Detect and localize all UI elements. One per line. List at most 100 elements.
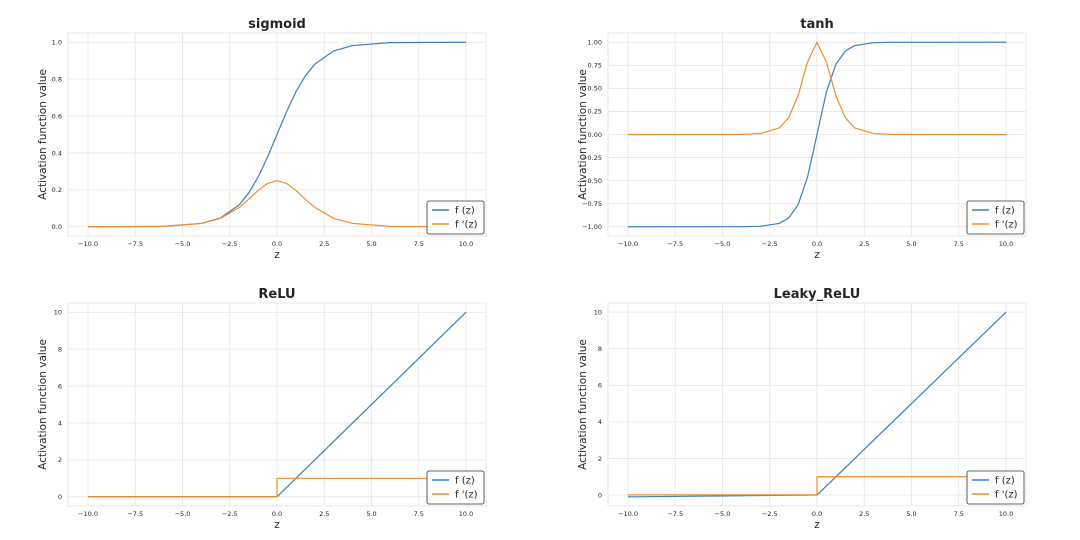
chart-panel: −10.0 −7.5 −5.0 −2.5 0.0 2.5 5.0 7.5 10.0 −1.00 −0… [577, 17, 1027, 261]
x-tick-label: 10.0 [999, 240, 1013, 248]
chart-title: ReLU [258, 287, 295, 302]
y-tick-label: 6 [58, 382, 62, 390]
y-tick-label: 8 [58, 345, 62, 353]
legend-entry: f '(z) [455, 490, 478, 501]
chart-title: sigmoid [248, 17, 306, 32]
y-axis-label: Activation function value [37, 339, 49, 470]
series-line-fprime [87, 180, 467, 228]
y-tick-label: 0.6 [52, 112, 62, 120]
legend-entry: f (z) [995, 476, 1015, 487]
y-tick-label: 0 [598, 491, 602, 499]
x-tick-label: 10.0 [459, 510, 473, 518]
x-tick-label: −5.0 [715, 510, 731, 518]
y-tick-label: 0.4 [52, 149, 62, 157]
y-tick-label: 10 [54, 309, 62, 317]
x-tick-label: 5.0 [906, 240, 916, 248]
legend-entry: f (z) [995, 206, 1015, 217]
y-tick-label: −1.00 [582, 223, 602, 231]
x-tick-label: 0.0 [812, 240, 822, 248]
y-tick-label: 0.25 [588, 108, 602, 116]
y-axis-label: Activation function value [577, 339, 589, 470]
x-tick-label: 10.0 [459, 240, 473, 248]
chart-panel: −10.0 −7.5 −5.0 −2.5 0.0 2.5 5.0 7.5 10.0 0 2 4 6 8 10… [577, 287, 1027, 531]
y-tick-label: 2 [598, 455, 602, 463]
legend: f (z) f '(z) [426, 470, 485, 505]
x-tick-label: −7.5 [667, 240, 683, 248]
y-axis-label: Activation function value [37, 69, 49, 200]
x-tick-label: 7.5 [954, 240, 964, 248]
legend: f (z) f '(z) [426, 200, 485, 235]
y-tick-label: 8 [598, 345, 602, 353]
y-tick-label: 10 [594, 308, 602, 316]
x-tick-label: 7.5 [414, 510, 424, 518]
legend-box [966, 200, 1025, 235]
x-tick-label: −10.0 [618, 240, 638, 248]
x-tick-label: 2.5 [859, 240, 869, 248]
x-tick-label: −10.0 [78, 240, 98, 248]
y-tick-label: −0.75 [582, 200, 602, 208]
legend-entry: f (z) [455, 206, 475, 217]
y-tick-label: 0.0 [52, 223, 62, 231]
x-tick-label: −5.0 [715, 240, 731, 248]
y-axis-label: Activation function value [577, 69, 589, 200]
x-axis-label: z [274, 249, 280, 261]
y-tick-label: 6 [598, 382, 602, 390]
y-tick-label: 4 [58, 419, 62, 427]
x-tick-label: −5.0 [175, 240, 191, 248]
series-line-fprime [628, 476, 1006, 496]
x-tick-label: 7.5 [414, 240, 424, 248]
chart-panel: −10.0 −7.5 −5.0 −2.5 0.0 2.5 5.0 7.5 10.0 0.0 0.2 0… [37, 17, 487, 261]
x-tick-label: 7.5 [954, 510, 964, 518]
x-tick-label: −2.5 [222, 240, 238, 248]
y-tick-label: 1.0 [52, 39, 62, 47]
chart-title: Leaky_ReLU [774, 287, 861, 302]
y-tick-label: −0.25 [582, 154, 602, 162]
y-tick-label: 4 [598, 418, 602, 426]
legend: f (z) f '(z) [966, 200, 1025, 235]
y-tick-label: 0 [58, 493, 62, 501]
x-tick-label: −2.5 [762, 240, 778, 248]
legend-box [966, 470, 1025, 505]
x-tick-label: 2.5 [319, 510, 329, 518]
x-tick-label: −2.5 [222, 510, 238, 518]
x-tick-label: 5.0 [366, 510, 376, 518]
y-tick-label: 2 [58, 456, 62, 464]
x-axis-label: z [274, 519, 280, 531]
x-tick-label: 5.0 [366, 240, 376, 248]
x-tick-label: 0.0 [272, 510, 282, 518]
y-tick-label: 0.2 [52, 186, 62, 194]
x-axis-label: z [814, 249, 820, 261]
x-tick-label: −2.5 [762, 510, 778, 518]
y-tick-label: 0.75 [588, 62, 602, 70]
x-tick-label: 2.5 [859, 510, 869, 518]
chart-title: tanh [800, 17, 834, 32]
legend-entry: f '(z) [455, 220, 478, 231]
y-tick-label: 0.50 [588, 85, 602, 93]
legend-box [426, 200, 485, 235]
x-tick-label: −10.0 [78, 510, 98, 518]
y-tick-label: 0.00 [588, 131, 602, 139]
series-line-fprime [88, 477, 466, 498]
y-tick-label: 1.00 [588, 39, 602, 47]
x-tick-label: 0.0 [812, 510, 822, 518]
x-tick-label: −5.0 [175, 510, 191, 518]
legend: f (z) f '(z) [966, 470, 1025, 505]
x-tick-label: −10.0 [618, 510, 638, 518]
x-tick-label: −7.5 [127, 510, 143, 518]
chart-panel: −10.0 −7.5 −5.0 −2.5 0.0 2.5 5.0 7.5 10.0 0 2 4 6 8 10… [37, 287, 487, 531]
series-line-fprime [627, 41, 1007, 136]
x-tick-label: −7.5 [667, 510, 683, 518]
y-tick-label: 0.8 [52, 75, 62, 83]
x-axis-label: z [814, 519, 820, 531]
x-tick-label: 2.5 [319, 240, 329, 248]
legend-entry: f (z) [455, 476, 475, 487]
legend-box [426, 470, 485, 505]
legend-entry: f '(z) [995, 490, 1018, 501]
x-tick-label: 0.0 [272, 240, 282, 248]
series-line-f [627, 41, 1007, 228]
x-tick-label: 5.0 [906, 510, 916, 518]
x-tick-label: 10.0 [999, 510, 1013, 518]
legend-entry: f '(z) [995, 220, 1018, 231]
x-tick-label: −7.5 [127, 240, 143, 248]
